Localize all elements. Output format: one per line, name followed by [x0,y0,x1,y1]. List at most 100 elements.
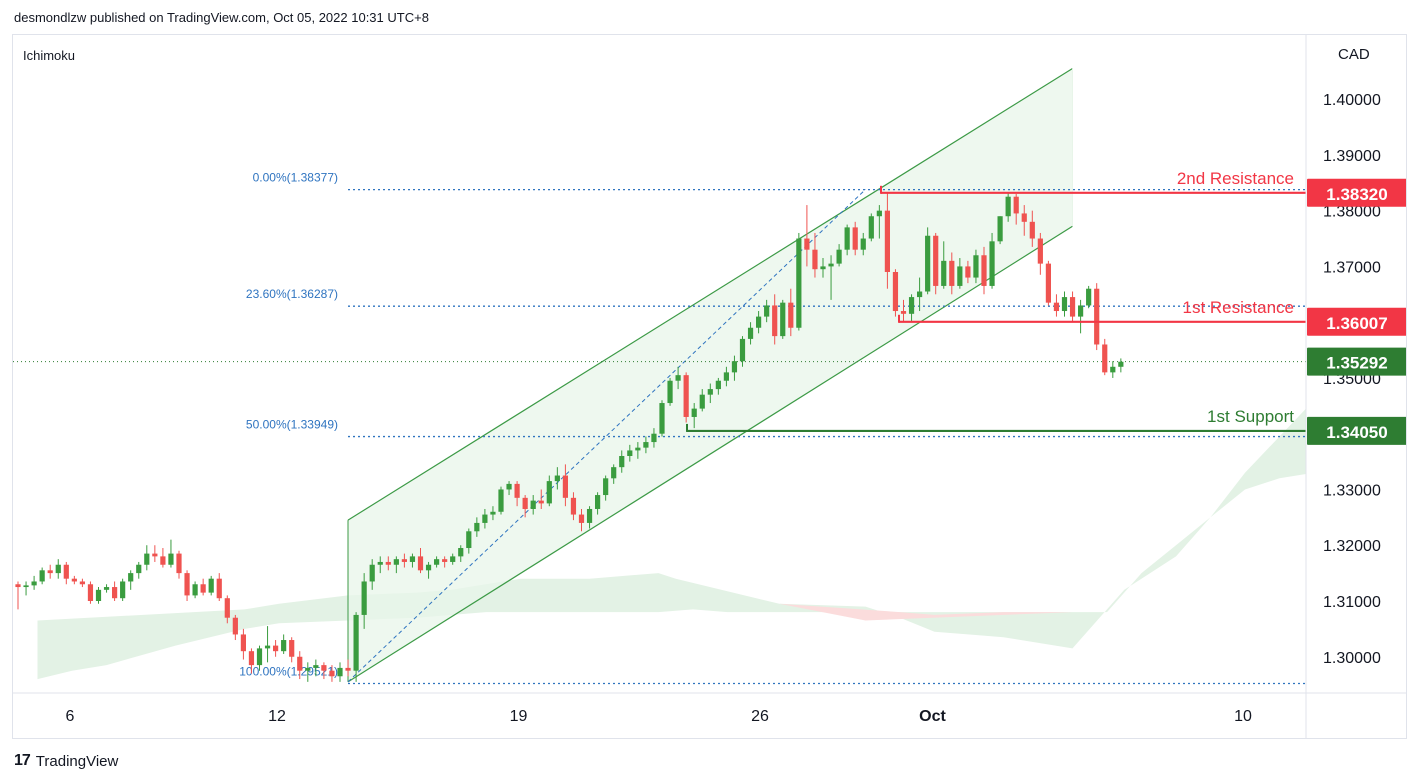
candle-body [361,581,367,615]
last-price-tag-bg [1307,347,1406,376]
candle [949,252,955,295]
candle-body [788,302,794,328]
candle [659,400,665,437]
candle-body [925,235,931,292]
candle [836,244,842,267]
candle [917,277,923,312]
candle-body [747,327,754,339]
candle [715,377,721,395]
level-price-tag-bg [1307,178,1406,207]
candle-body [240,634,246,652]
candle [828,255,834,300]
candle-body [836,249,842,264]
candle-body [55,564,61,574]
level-name-label: 2nd Resistance [1177,169,1294,188]
candle [989,232,995,289]
indicator-label: Ichimoku [23,48,75,63]
price-tick-label: 1.40000 [1323,92,1381,109]
candle-body [723,372,729,381]
candle [466,528,472,554]
candle-body [651,433,657,443]
candle-body [772,305,778,337]
candle [619,450,625,473]
time-tick-label: 26 [751,708,769,725]
candle-body [417,556,424,571]
candle [651,428,657,448]
level-price-tag-bg [1307,307,1406,336]
candle-body [1021,213,1027,222]
fib-level-label: 100.00%(1.29521) [239,664,338,678]
candle-body [699,394,705,409]
candle-body [103,587,110,590]
candle-body [1045,263,1051,303]
candle [675,366,681,390]
fib-trend-line [347,189,866,683]
candle [635,442,641,459]
candle [450,553,456,565]
candle-body [659,403,665,434]
candle-body [586,508,593,523]
candle-body [63,564,69,579]
candle-body [1005,196,1011,217]
channel-lower-line [347,225,1073,683]
candle [772,294,778,345]
candle [47,564,53,579]
candle [63,561,69,585]
price-tick-label: 1.38000 [1323,204,1381,221]
candle-body [1078,305,1084,317]
candle-body [466,531,472,549]
candle [176,550,182,579]
candle [1086,285,1092,309]
candle-body [603,478,609,496]
ichimoku-cloud-red [779,603,1073,621]
candle [425,561,432,579]
candle-body [385,561,391,565]
candle [1013,193,1019,225]
candle-body [997,216,1003,242]
candle-body [369,564,375,582]
candle [248,648,255,674]
candlestick-chart[interactable]: 0.00%(1.38377) 23.60%(1.36287) 50.00%(1.33… [13,35,1406,738]
candle-body [79,581,85,585]
candle-body [804,238,810,250]
candle-body [884,210,890,272]
candle-body [917,291,923,298]
candle-body [208,578,214,593]
candle-body [409,556,416,562]
candle [1005,192,1011,222]
publisher-header: desmondlzw published on TradingView.com,… [14,10,429,25]
candle [667,377,673,406]
chart-panel[interactable]: 0.00%(1.38377) 23.60%(1.36287) 50.00%(1.33… [12,34,1407,739]
candle [409,553,416,568]
candle [112,581,118,601]
tradingview-logo-icon: 17 [14,752,31,769]
tradingview-logo[interactable]: 17 TradingView [14,752,118,770]
candle [1069,291,1076,323]
candle [103,584,110,593]
candle [264,626,271,663]
candle-body [796,238,802,328]
candle-body [71,578,77,582]
candle-body [707,389,713,395]
candle [482,508,488,529]
candle [361,573,367,629]
candle [297,651,303,680]
candle-body [1037,238,1043,264]
time-tick-label: 12 [268,708,286,725]
candle [1102,338,1108,376]
candle-body [377,561,383,565]
candle [71,575,77,585]
candle-body [852,227,858,250]
candle-body [297,656,303,671]
candle-body [321,665,327,671]
candle-body [144,553,150,565]
candle [554,467,560,490]
candle-body [224,598,230,618]
candle [707,383,713,404]
candle [852,221,858,256]
candle-body [136,564,142,574]
candle-body [425,564,432,571]
candle-body [458,548,464,557]
candle-body [176,553,182,574]
candle [289,637,295,663]
